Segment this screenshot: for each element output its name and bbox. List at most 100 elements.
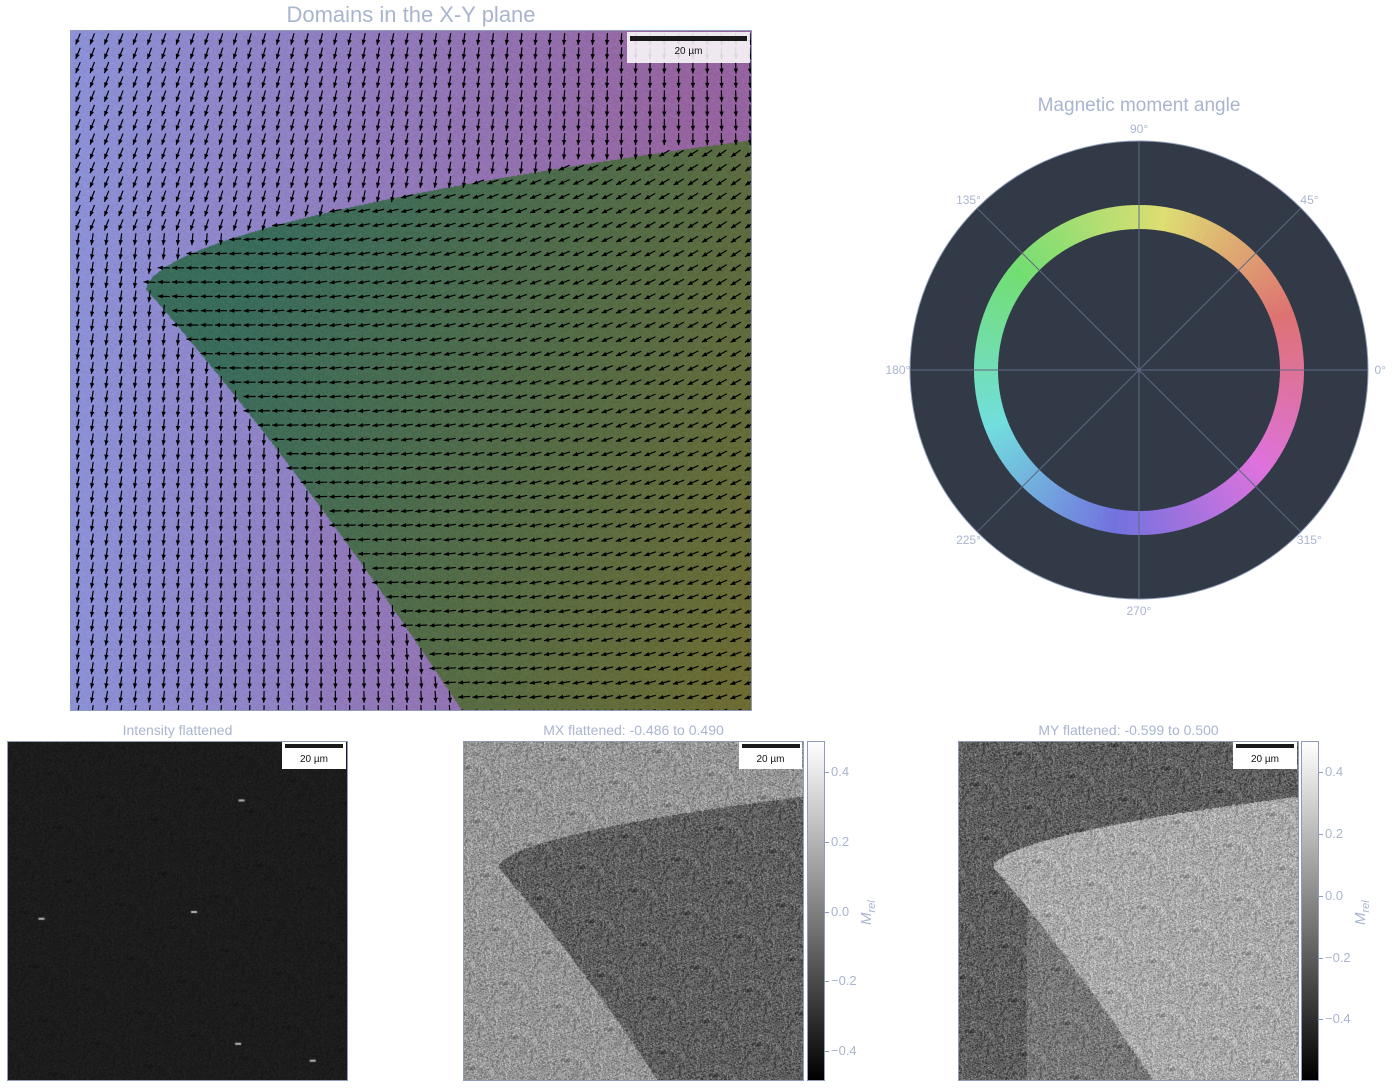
- quiver-arrowhead: [544, 509, 550, 514]
- quiver-arrowhead: [147, 96, 152, 102]
- quiver-arrowhead: [719, 140, 724, 146]
- quiver-arrowhead: [744, 480, 751, 485]
- quiver-arrowhead: [515, 480, 521, 485]
- quiver-arrowhead: [558, 251, 565, 256]
- quiver-arrowhead: [358, 537, 364, 542]
- quiver-arrowhead: [701, 294, 708, 300]
- my-scalebar: 20 µm: [1233, 742, 1297, 769]
- quiver-arrowhead: [361, 153, 366, 160]
- quiver-arrowhead: [372, 451, 378, 456]
- my-colorbar-label: Mrel: [1352, 900, 1372, 925]
- quiver-arrowhead: [515, 694, 521, 700]
- quiver-arrowhead: [576, 154, 581, 160]
- quiver-arrowhead: [261, 53, 266, 60]
- quiver-arrowhead: [272, 408, 278, 414]
- quiver-arrowhead: [300, 465, 306, 471]
- quiver-arrowhead: [573, 209, 579, 214]
- hue-ring-segment: [985, 302, 1011, 319]
- hue-ring-segment: [1278, 345, 1304, 356]
- quiver-arrowhead: [147, 683, 152, 689]
- quiver-arrowhead: [132, 297, 138, 303]
- hue-ring-segment: [1001, 273, 1025, 293]
- quiver-arrowhead: [75, 697, 81, 703]
- quiver-arrowhead: [189, 167, 195, 174]
- quiver-arrowhead: [644, 452, 650, 457]
- quiver-arrowhead: [218, 82, 223, 88]
- quiver-arrowhead: [447, 82, 452, 88]
- quiver-arrowhead: [304, 626, 309, 632]
- quiver-arrowhead: [673, 380, 679, 385]
- quiver-arrowhead: [132, 325, 138, 331]
- quiver-arrowhead: [658, 309, 665, 314]
- quiver-arrowhead: [558, 351, 564, 357]
- quiver-arrowhead: [89, 625, 95, 632]
- quiver-arrowhead: [472, 294, 479, 299]
- quiver-arrowhead: [673, 523, 679, 528]
- quiver-arrowhead: [315, 237, 321, 242]
- quiver-arrowhead: [161, 239, 166, 246]
- quiver-arrowhead: [533, 68, 538, 74]
- quiver-arrowhead: [190, 697, 195, 703]
- quiver-arrowhead: [572, 694, 578, 700]
- quiver-arrowhead: [558, 166, 565, 171]
- quiver-arrowhead: [386, 465, 392, 471]
- quiver-arrowhead: [573, 223, 579, 228]
- quiver-arrowhead: [175, 668, 181, 675]
- quiver-arrowhead: [204, 568, 209, 575]
- quiver-arrowhead: [658, 423, 665, 428]
- quiver-arrowhead: [616, 180, 622, 185]
- quiver-arrowhead: [429, 308, 436, 314]
- hue-ring-segment: [1236, 467, 1259, 489]
- quiver-arrowhead: [673, 194, 679, 200]
- quiver-arrowhead: [286, 237, 292, 242]
- quiver-arrowhead: [573, 180, 579, 185]
- quiver-arrowhead: [275, 53, 281, 60]
- quiver-arrowhead: [687, 637, 693, 643]
- quiver-arrowhead: [400, 537, 407, 542]
- quiver-arrowhead: [272, 237, 278, 242]
- quiver-arrowhead: [572, 294, 579, 299]
- quiver-arrowhead: [132, 483, 138, 489]
- quiver-arrowhead: [644, 409, 650, 414]
- quiver-arrowhead: [132, 425, 138, 432]
- quiver-arrowhead: [601, 294, 608, 299]
- hue-ring-segment: [1162, 207, 1174, 233]
- quiver-arrowhead: [247, 82, 252, 88]
- quiver-arrowhead: [318, 611, 324, 617]
- quiver-arrowhead: [658, 623, 665, 628]
- quiver-arrowhead: [687, 652, 693, 657]
- quiver-arrowhead: [472, 451, 478, 457]
- quiver-arrowhead: [75, 182, 80, 188]
- quiver-arrowhead: [175, 611, 181, 617]
- quiver-arrowhead: [318, 683, 324, 689]
- hue-ring-segment: [1239, 254, 1262, 276]
- quiver-arrowhead: [501, 180, 507, 185]
- quiver-arrowhead: [190, 540, 195, 546]
- quiver-arrowhead: [730, 695, 736, 700]
- scalebar-label: 20 µm: [1251, 754, 1279, 765]
- quiver-arrowhead: [200, 279, 206, 285]
- quiver-arrowhead: [558, 480, 564, 485]
- quiver-arrowhead: [300, 308, 307, 313]
- quiver-arrowhead: [601, 509, 607, 514]
- quiver-arrowhead: [147, 411, 152, 417]
- quiver-arrowhead: [386, 494, 392, 499]
- quiver-arrowhead: [705, 68, 710, 74]
- quiver-arrowhead: [629, 580, 636, 585]
- quiver-arrowhead: [318, 654, 324, 660]
- quiver-arrowhead: [75, 540, 81, 546]
- quiver-arrowhead: [472, 637, 478, 642]
- quiver-arrowhead: [347, 640, 352, 646]
- quiver-arrowhead: [400, 580, 407, 585]
- quiver-arrowhead: [147, 626, 152, 632]
- quiver-arrowhead: [444, 265, 450, 271]
- quiver-arrowhead: [204, 540, 209, 546]
- quiver-arrowhead: [118, 440, 123, 446]
- quiver-arrowhead: [286, 437, 292, 442]
- quiver-arrowhead: [200, 265, 206, 271]
- quiver-arrowhead: [544, 537, 550, 542]
- quiver-arrowhead: [629, 694, 636, 700]
- quiver-arrowhead: [730, 366, 736, 371]
- quiver-arrowhead: [318, 153, 324, 160]
- quiver-arrowhead: [701, 537, 708, 542]
